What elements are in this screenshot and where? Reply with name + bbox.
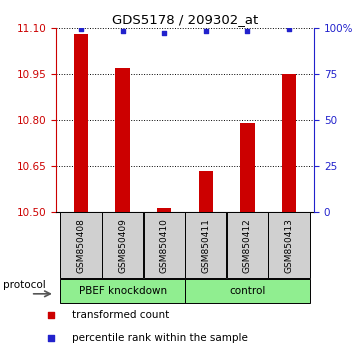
Text: GSM850409: GSM850409 <box>118 218 127 273</box>
FancyBboxPatch shape <box>185 279 310 303</box>
FancyBboxPatch shape <box>60 279 185 303</box>
FancyBboxPatch shape <box>60 212 101 278</box>
Text: GSM850413: GSM850413 <box>284 218 293 273</box>
Text: control: control <box>229 286 266 296</box>
Text: PBEF knockdown: PBEF knockdown <box>78 286 167 296</box>
FancyBboxPatch shape <box>144 212 185 278</box>
FancyBboxPatch shape <box>227 212 268 278</box>
Text: GSM850412: GSM850412 <box>243 218 252 273</box>
Text: percentile rank within the sample: percentile rank within the sample <box>72 332 248 343</box>
Bar <box>115 68 130 212</box>
Bar <box>282 74 296 212</box>
Text: protocol: protocol <box>3 280 45 290</box>
Bar <box>157 208 171 212</box>
Text: GSM850408: GSM850408 <box>77 218 86 273</box>
Point <box>161 30 167 36</box>
FancyBboxPatch shape <box>185 212 226 278</box>
FancyBboxPatch shape <box>102 212 143 278</box>
Point <box>286 27 292 32</box>
Text: GSM850410: GSM850410 <box>160 218 169 273</box>
Bar <box>199 171 213 212</box>
Text: GSM850411: GSM850411 <box>201 218 210 273</box>
Point <box>78 27 84 32</box>
Text: transformed count: transformed count <box>72 310 169 320</box>
Point <box>244 28 250 34</box>
Point <box>120 28 126 34</box>
Title: GDS5178 / 209302_at: GDS5178 / 209302_at <box>112 13 258 26</box>
Bar <box>74 34 88 212</box>
FancyBboxPatch shape <box>269 212 310 278</box>
Bar <box>240 124 255 212</box>
Point <box>203 28 209 34</box>
